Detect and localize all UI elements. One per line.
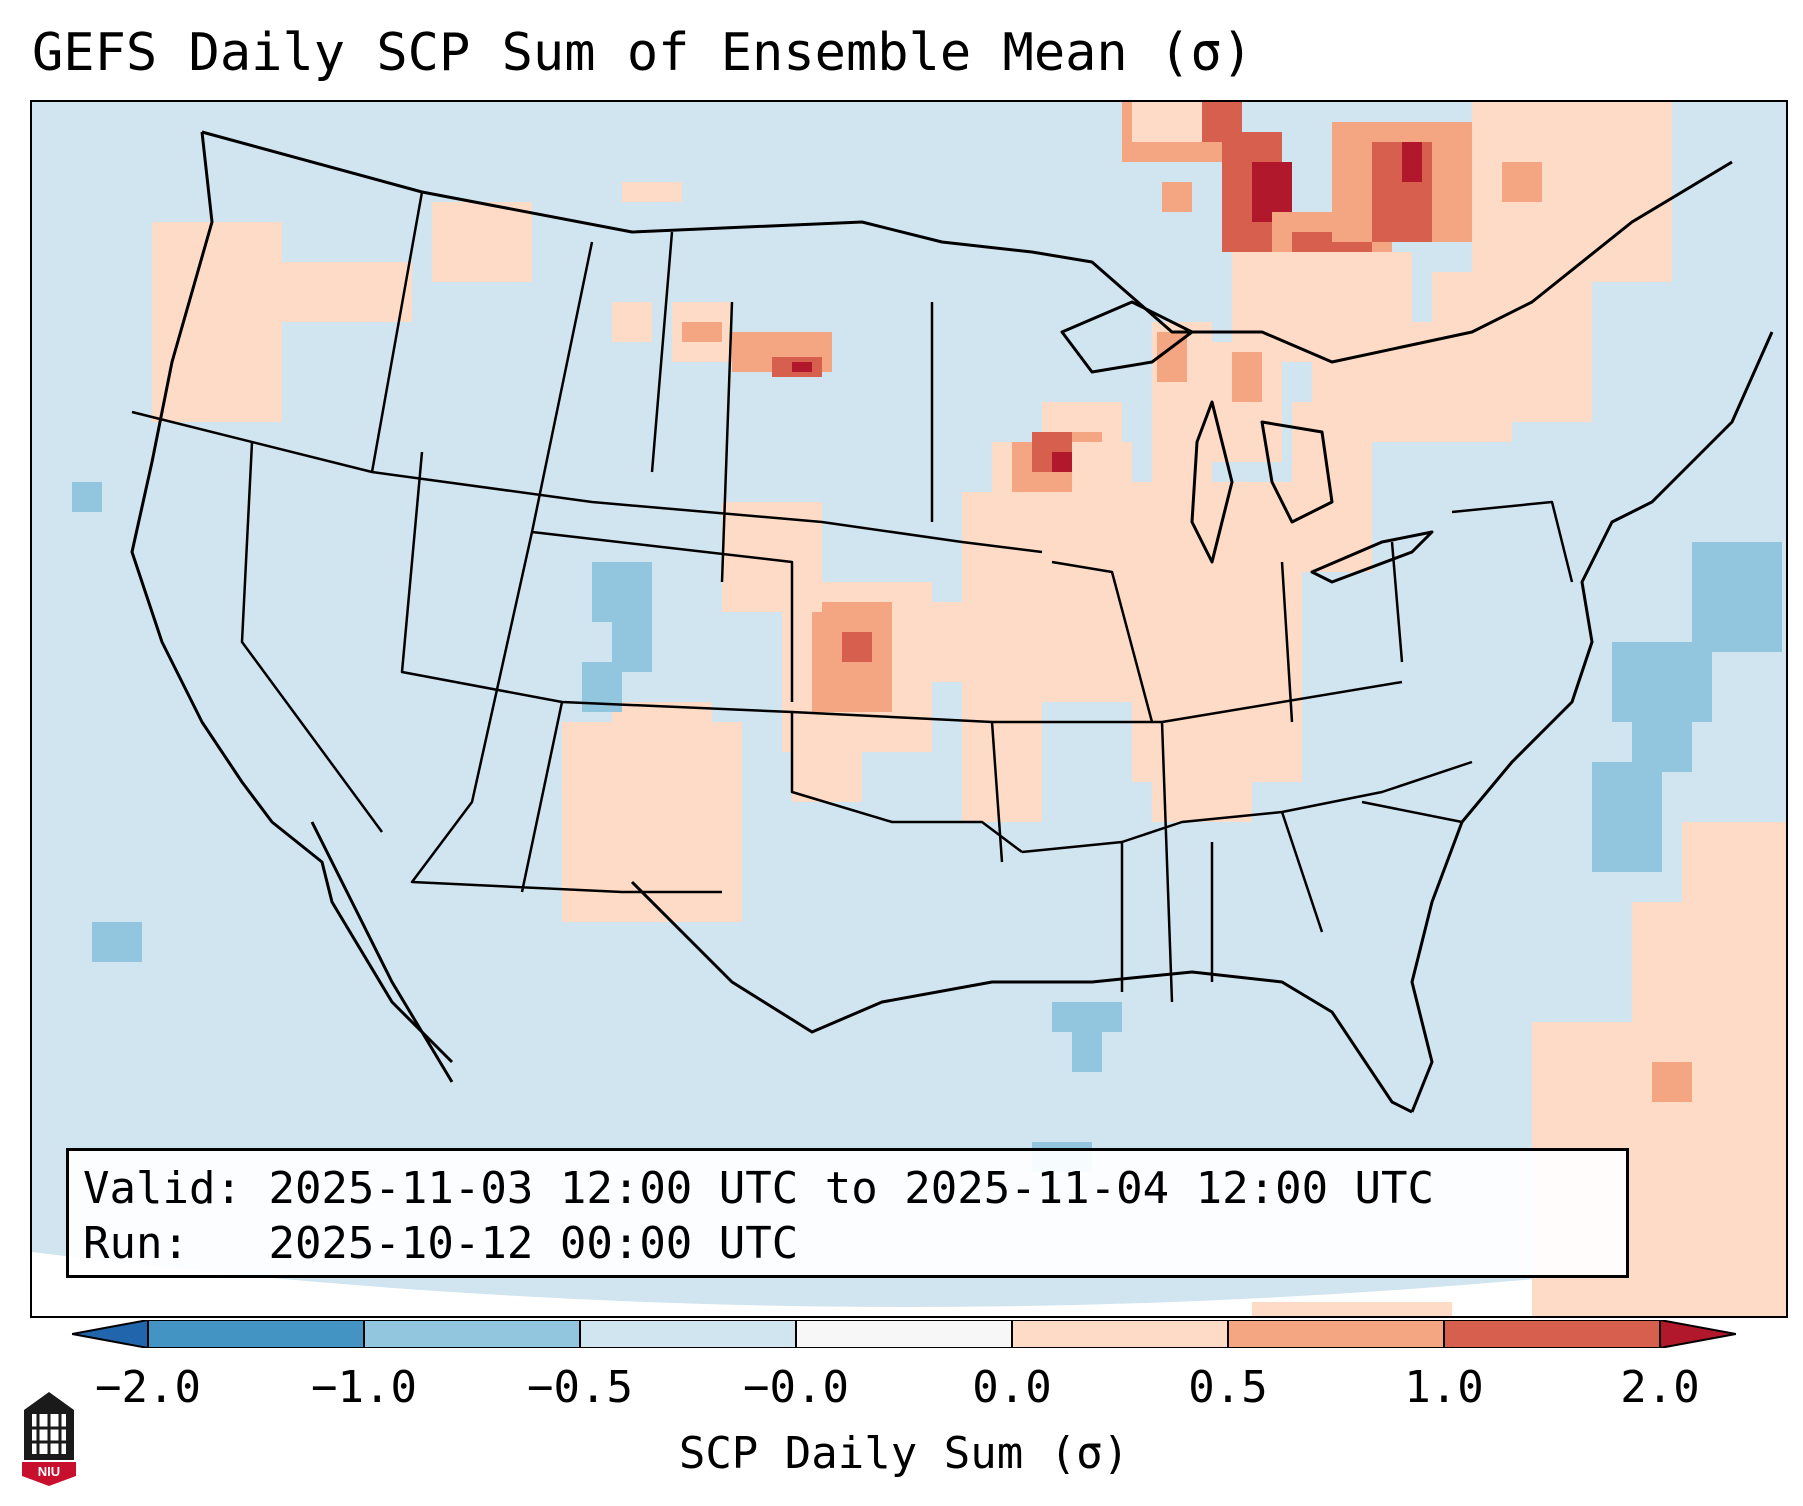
lake-erie (1310, 530, 1434, 584)
colorbar-bin-6 (1444, 1320, 1660, 1348)
colorbar-bin-2 (580, 1320, 796, 1348)
colorbar-tick-label: 0.0 (972, 1362, 1052, 1413)
colorbar-tick-label: −0.5 (527, 1362, 633, 1413)
colorbar-tick-label: 0.5 (1188, 1362, 1268, 1413)
valid-label: Valid: (83, 1163, 242, 1214)
canada-border (201, 130, 1733, 364)
colorbar-tick-label: 2.0 (1620, 1362, 1700, 1413)
colorbar-tick-label: −1.0 (311, 1362, 417, 1413)
projection-edge-bottom (32, 1252, 1786, 1316)
gulf-coast (630, 880, 1413, 1114)
lake-superior (1060, 300, 1194, 374)
niu-logo-icon: NIU (22, 1392, 76, 1486)
run-value: 2025-10-12 00:00 UTC (268, 1218, 799, 1269)
colorbar-under-arrow (72, 1320, 148, 1348)
colorbar-tick-label: −0.0 (743, 1362, 849, 1413)
colorbar (72, 1320, 1736, 1348)
run-label: Run: (83, 1218, 189, 1269)
colorbar-bin-4 (1012, 1320, 1228, 1348)
colorbar-bin-5 (1228, 1320, 1444, 1348)
run-line: Run: 2025-10-12 00:00 UTC (83, 1216, 1612, 1271)
map-panel (30, 100, 1788, 1318)
baja-peninsula (310, 821, 454, 1083)
colorbar-label: SCP Daily Sum (σ) (678, 1428, 1130, 1479)
page-title: GEFS Daily SCP Sum of Ensemble Mean (σ) (32, 23, 1253, 83)
colorbar-bin-0 (148, 1320, 364, 1348)
valid-run-info-box: Valid: 2025-11-03 12:00 UTC to 2025-11-0… (66, 1148, 1629, 1278)
colorbar-tick-label: −2.0 (95, 1362, 201, 1413)
colorbar-bin-3 (796, 1320, 1012, 1348)
colorbar-tick-label: 1.0 (1404, 1362, 1484, 1413)
map-canvas (32, 102, 1786, 1316)
state-lines (131, 191, 1574, 1003)
geographic-outlines (130, 130, 1774, 1114)
colorbar-over-arrow (1660, 1320, 1736, 1348)
niu-logo-text: NIU (38, 1464, 60, 1479)
scp-field (72, 102, 1786, 1316)
colorbar-tick-marks (147, 1320, 1661, 1348)
lake-huron (1260, 420, 1334, 524)
west-coast (130, 131, 454, 1064)
lake-michigan (1190, 400, 1234, 564)
east-coast (1410, 331, 1774, 1113)
valid-value: 2025-11-03 12:00 UTC to 2025-11-04 12:00… (268, 1163, 1435, 1214)
colorbar-bin-1 (364, 1320, 580, 1348)
valid-line: Valid: 2025-11-03 12:00 UTC to 2025-11-0… (83, 1161, 1612, 1216)
